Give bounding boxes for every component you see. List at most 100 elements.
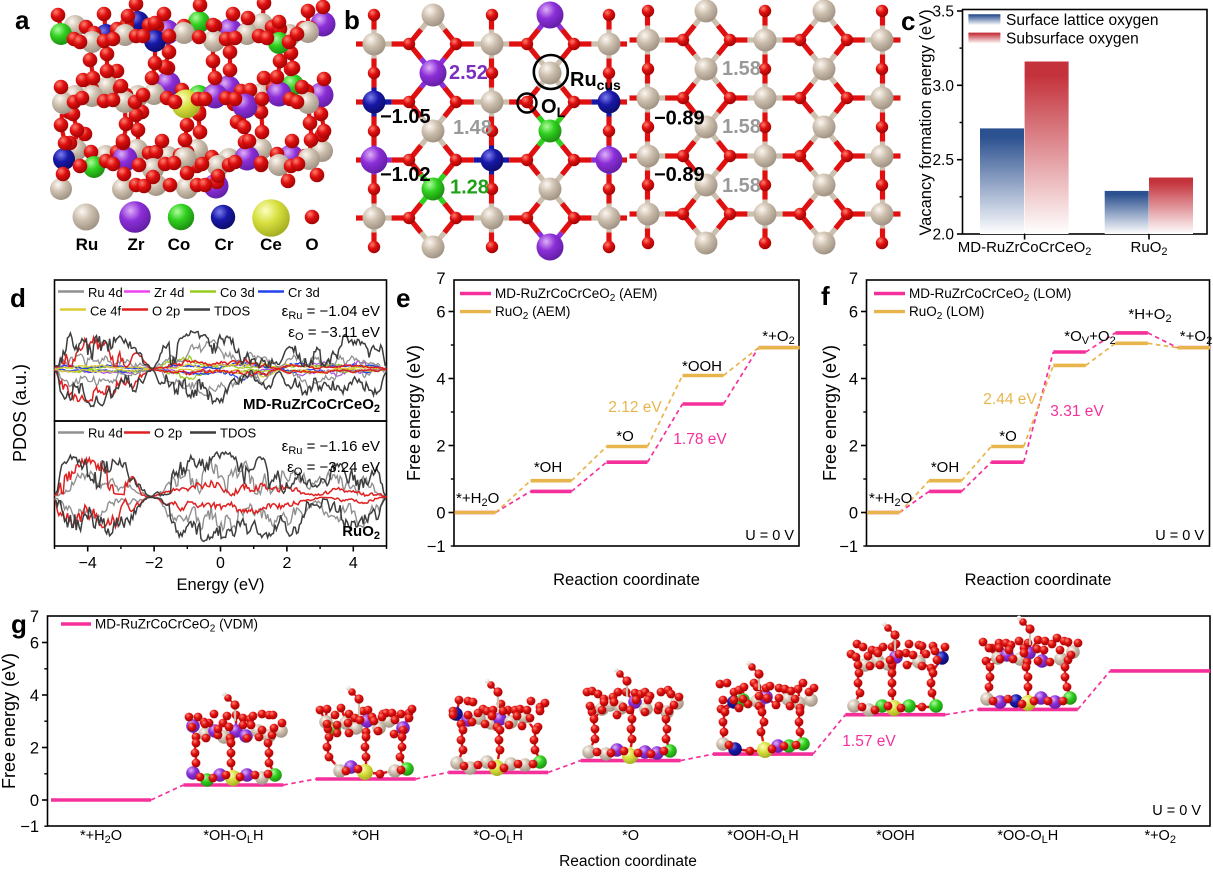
svg-text:Rucus: Rucus [570, 69, 621, 93]
svg-text:Co 3d: Co 3d [220, 285, 255, 300]
svg-text:f: f [821, 281, 830, 311]
svg-text:*OOH-OLH: *OOH-OLH [727, 828, 798, 846]
svg-text:PDOS (a.u.): PDOS (a.u.) [10, 364, 30, 462]
svg-text:*OH: *OH [352, 828, 379, 844]
svg-text:2: 2 [849, 438, 858, 456]
svg-text:*+O2: *+O2 [1180, 328, 1212, 347]
svg-text:d: d [10, 283, 26, 313]
svg-text:Ce 4f: Ce 4f [90, 304, 121, 319]
svg-text:0: 0 [436, 505, 445, 523]
svg-text:*OOH: *OOH [876, 828, 915, 844]
svg-text:Ru 4d: Ru 4d [88, 285, 123, 300]
svg-text:RuO2 (LOM): RuO2 (LOM) [909, 304, 984, 322]
svg-text:*O-OLH: *O-OLH [473, 828, 523, 846]
svg-text:6: 6 [436, 304, 445, 322]
svg-text:U = 0 V: U = 0 V [1155, 528, 1204, 544]
svg-text:−4: −4 [79, 555, 97, 572]
svg-text:7: 7 [436, 270, 445, 288]
svg-text:7: 7 [30, 608, 39, 626]
svg-text:*+O2: *+O2 [762, 328, 794, 347]
svg-text:2: 2 [30, 740, 39, 758]
svg-text:g: g [11, 609, 27, 639]
svg-text:−1: −1 [839, 538, 858, 556]
svg-text:TDOS: TDOS [214, 304, 250, 319]
svg-text:εO = −3.11 eV: εO = −3.11 eV [288, 324, 380, 343]
svg-text:εO = −3.24 eV: εO = −3.24 eV [287, 459, 380, 478]
svg-text:*OH-OLH: *OH-OLH [203, 828, 263, 846]
svg-text:MD-RuZrCoCrCeO2 (AEM): MD-RuZrCoCrCeO2 (AEM) [495, 286, 657, 304]
svg-text:RuO2 (AEM): RuO2 (AEM) [495, 304, 570, 322]
svg-text:O 2p: O 2p [154, 426, 182, 441]
svg-text:2.0: 2.0 [932, 227, 954, 244]
svg-text:−1: −1 [20, 818, 39, 836]
svg-text:3.5: 3.5 [932, 4, 954, 21]
svg-text:Free energy (eV): Free energy (eV) [820, 345, 840, 481]
svg-text:2.5: 2.5 [932, 152, 954, 169]
svg-text:MD-RuZrCoCrCeO2: MD-RuZrCoCrCeO2 [243, 396, 380, 415]
svg-text:6: 6 [30, 635, 39, 653]
svg-text:RuO2: RuO2 [342, 523, 380, 542]
svg-text:Surface lattice oxygen: Surface lattice oxygen [1006, 12, 1159, 29]
svg-text:1.58: 1.58 [722, 58, 761, 80]
svg-text:Ce: Ce [260, 235, 282, 254]
svg-text:Energy (eV): Energy (eV) [176, 576, 264, 594]
svg-text:−1.02: −1.02 [380, 164, 431, 186]
svg-text:2: 2 [436, 438, 445, 456]
svg-text:*+O2: *+O2 [1144, 828, 1176, 846]
svg-text:Ru 4d: Ru 4d [88, 426, 123, 441]
svg-text:εRu = −1.04 eV: εRu = −1.04 eV [282, 303, 380, 322]
svg-text:*OH: *OH [534, 459, 562, 476]
svg-text:*O: *O [616, 428, 634, 445]
svg-text:MD-RuZrCoCrCeO2 (VDM): MD-RuZrCoCrCeO2 (VDM) [95, 617, 258, 635]
svg-text:*+H2O: *+H2O [80, 828, 122, 846]
svg-text:0: 0 [216, 555, 225, 572]
svg-text:4: 4 [349, 555, 358, 572]
svg-text:*OO-OLH: *OO-OLH [997, 828, 1058, 846]
svg-text:Free energy (eV): Free energy (eV) [0, 653, 19, 789]
svg-text:0: 0 [849, 505, 858, 523]
svg-text:2: 2 [282, 555, 291, 572]
svg-text:U = 0 V: U = 0 V [745, 528, 794, 544]
svg-text:MD-RuZrCoCrCeO2: MD-RuZrCoCrCeO2 [958, 239, 1092, 258]
svg-text:*O: *O [999, 428, 1017, 445]
svg-text:RuO2: RuO2 [1131, 239, 1168, 258]
svg-text:Subsurface oxygen: Subsurface oxygen [1006, 31, 1139, 48]
svg-text:c: c [901, 6, 915, 36]
svg-text:3.31 eV: 3.31 eV [1050, 403, 1104, 420]
svg-text:4: 4 [849, 371, 858, 389]
svg-text:b: b [344, 5, 360, 35]
svg-text:Co: Co [168, 235, 191, 254]
svg-text:2.52: 2.52 [449, 62, 488, 84]
svg-text:0: 0 [30, 792, 39, 810]
svg-text:U = 0 V: U = 0 V [1152, 803, 1201, 819]
svg-text:*+H2O: *+H2O [456, 490, 499, 509]
svg-text:1.28: 1.28 [450, 177, 489, 199]
svg-text:Cr 3d: Cr 3d [288, 285, 320, 300]
svg-text:4: 4 [436, 371, 445, 389]
svg-text:1.78 eV: 1.78 eV [673, 431, 727, 448]
svg-text:1.58: 1.58 [722, 175, 761, 197]
svg-text:*H+O2: *H+O2 [1128, 306, 1171, 325]
svg-text:e: e [396, 283, 410, 313]
svg-text:Zr: Zr [128, 235, 145, 254]
svg-text:*O: *O [622, 828, 639, 844]
svg-text:−1: −1 [427, 538, 446, 556]
svg-text:Ru: Ru [76, 235, 99, 254]
svg-text:3.0: 3.0 [932, 78, 954, 95]
svg-text:6: 6 [849, 304, 858, 322]
svg-text:2.12 eV: 2.12 eV [608, 399, 662, 416]
svg-text:−0.89: −0.89 [654, 164, 705, 186]
svg-text:1.57 eV: 1.57 eV [842, 733, 896, 750]
svg-text:εRu = −1.16 eV: εRu = −1.16 eV [282, 438, 380, 457]
svg-text:Zr 4d: Zr 4d [154, 285, 184, 300]
svg-text:*+H2O: *+H2O [869, 490, 912, 509]
svg-text:TDOS: TDOS [220, 426, 256, 441]
svg-text:*OV+O2: *OV+O2 [1064, 328, 1115, 347]
svg-text:7: 7 [849, 270, 858, 288]
svg-text:−0.89: −0.89 [654, 108, 705, 130]
svg-text:*OOH: *OOH [682, 358, 722, 375]
svg-text:2.44 eV: 2.44 eV [983, 391, 1037, 408]
svg-text:O: O [305, 235, 318, 254]
svg-text:Free energy (eV): Free energy (eV) [404, 345, 424, 481]
svg-text:O 2p: O 2p [152, 304, 180, 319]
